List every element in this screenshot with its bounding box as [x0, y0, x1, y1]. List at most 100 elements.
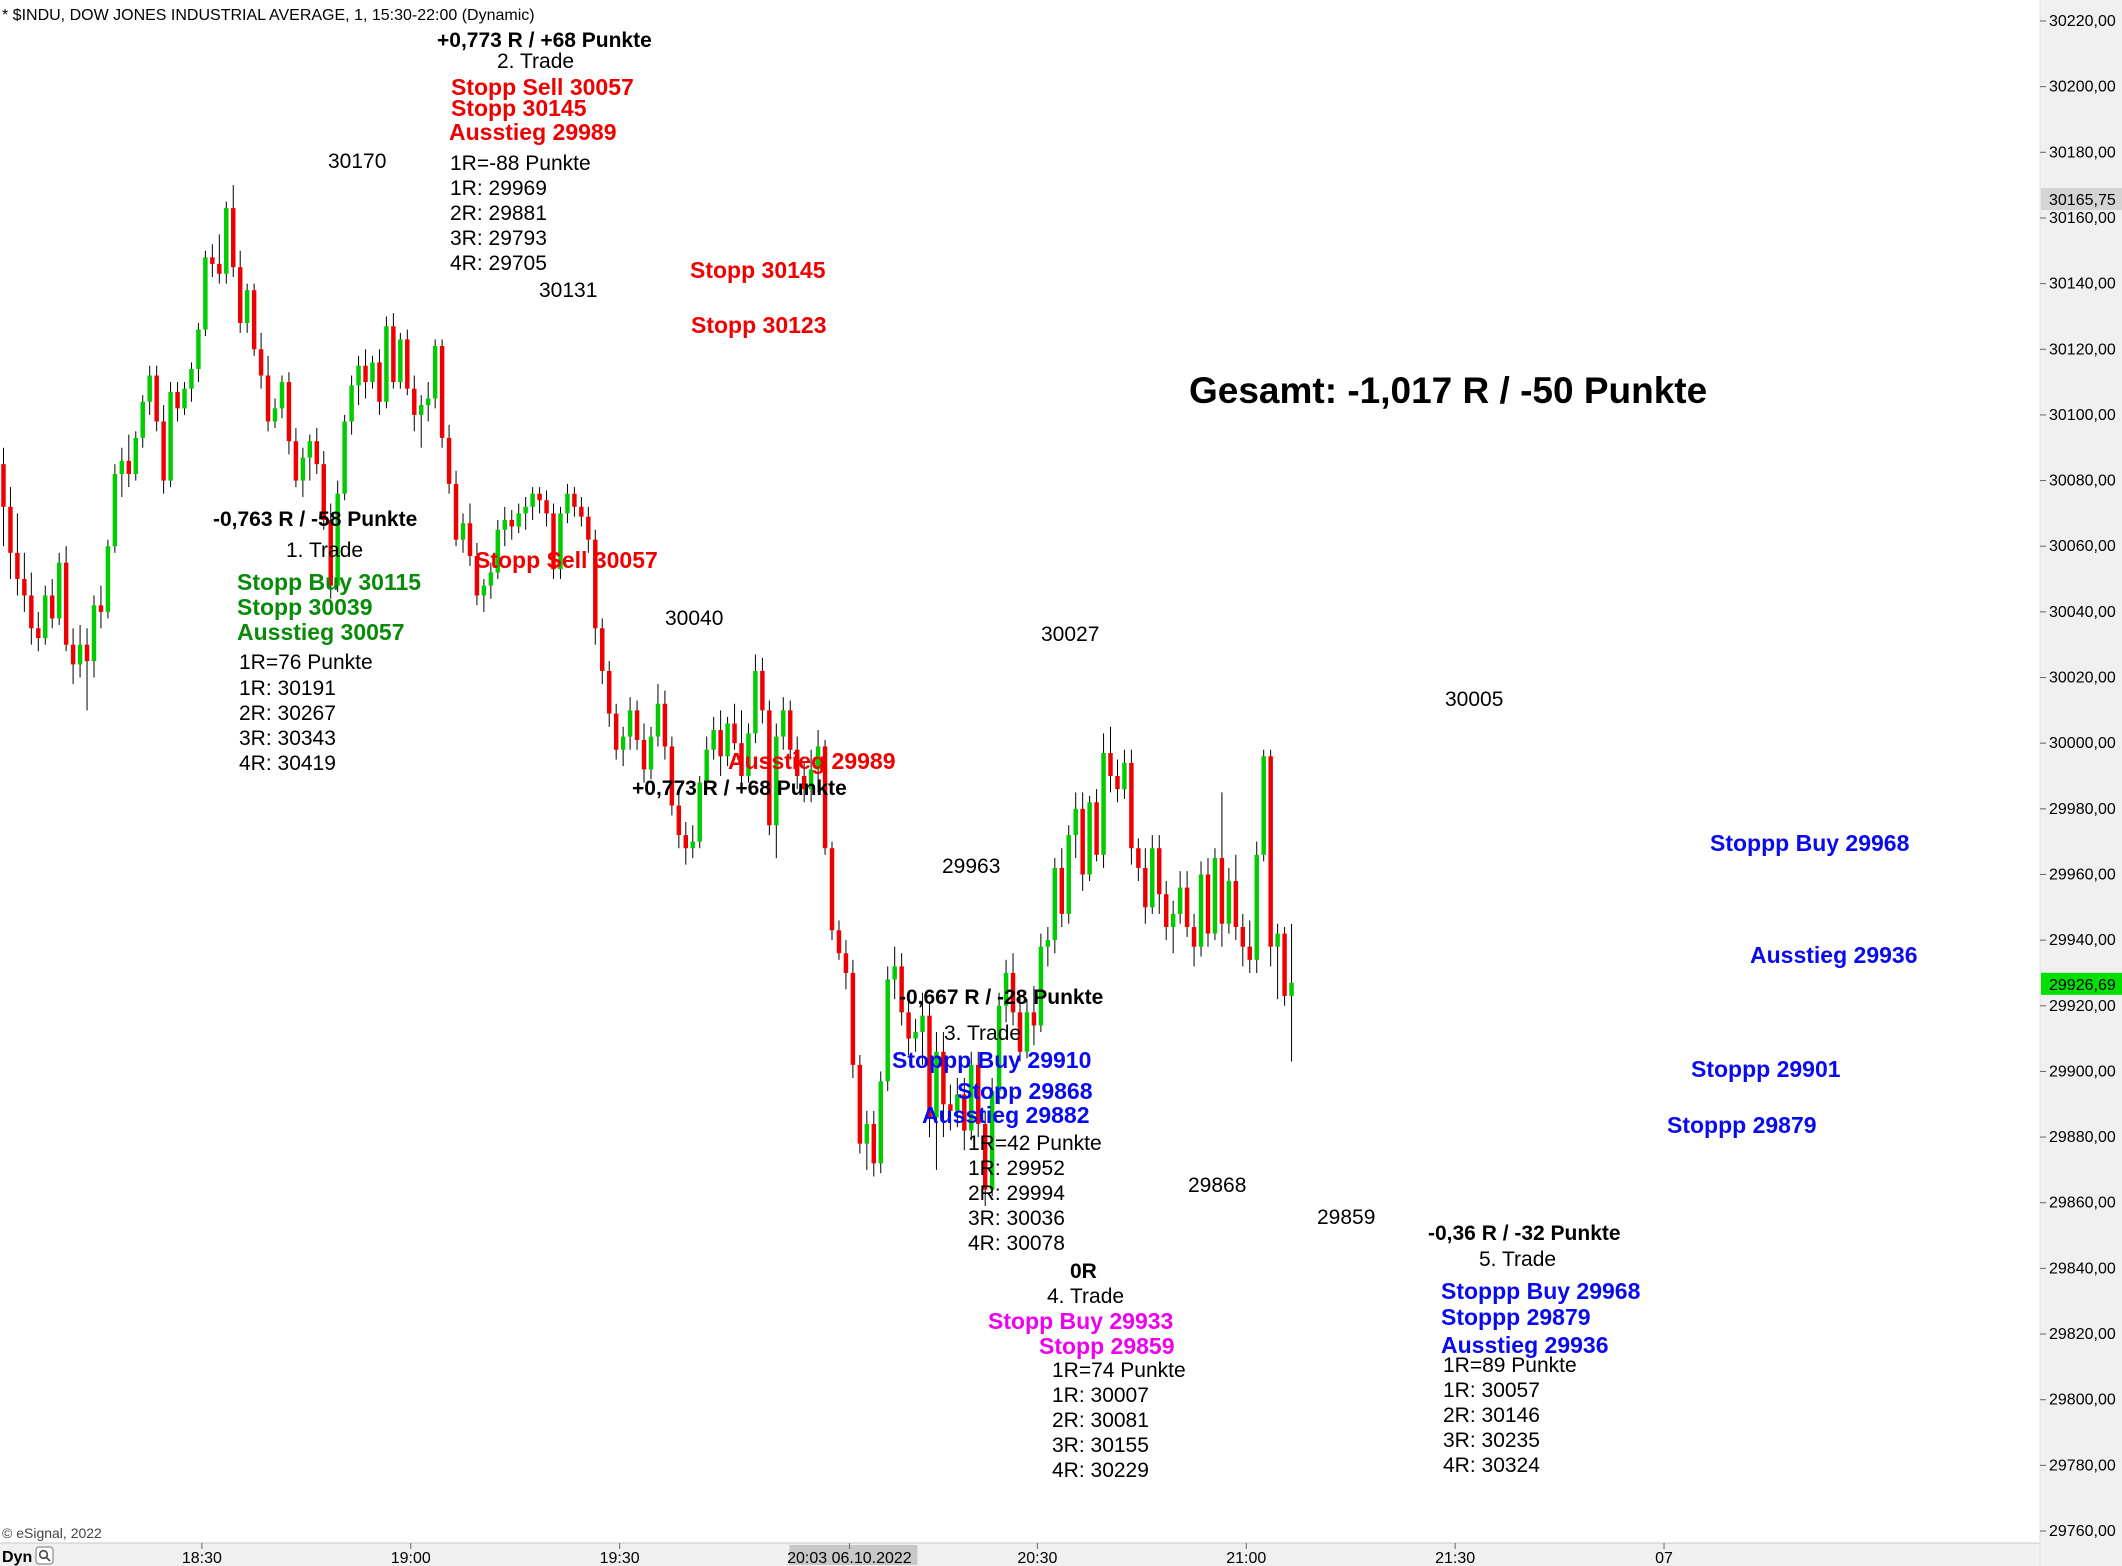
candle [1198, 861, 1204, 957]
candle-body [425, 398, 431, 406]
candle [70, 628, 76, 685]
candle [606, 661, 612, 727]
candle [495, 519, 501, 580]
candle-body [634, 710, 640, 740]
candle-body [321, 464, 326, 520]
chart-annotation: Ausstieg 29936 [1750, 941, 1918, 968]
candle-body [767, 710, 772, 826]
candle-body [962, 1094, 967, 1131]
chart-annotation: 30005 [1445, 687, 1504, 711]
candle-body [732, 723, 737, 744]
candle-body [119, 460, 125, 474]
candle [370, 355, 375, 389]
candle [1219, 792, 1225, 947]
magnifier-icon[interactable] [35, 1546, 54, 1565]
candle-body [669, 746, 675, 806]
candle [1122, 749, 1127, 799]
candle [864, 1110, 870, 1170]
candle [962, 1078, 967, 1151]
candle-body [63, 562, 69, 645]
candle-body [272, 408, 278, 422]
chart-annotation: Stoppp Buy 29968 [1441, 1277, 1641, 1304]
chart-annotation: Ausstieg 30057 [237, 618, 405, 645]
candle-body [690, 841, 695, 849]
x-cursor-label-bg [789, 1545, 918, 1565]
candle [293, 428, 299, 488]
candle-body [1191, 927, 1197, 947]
candle [203, 250, 208, 337]
y-tick-label: 30180,00 [2049, 144, 2116, 161]
candle-body [265, 375, 271, 422]
candle [63, 546, 69, 652]
candle-body [1184, 887, 1190, 927]
candle-body [335, 493, 340, 586]
candle [579, 496, 584, 527]
chart-annotation: 2. Trade [497, 49, 575, 73]
candle [913, 1018, 918, 1052]
y-tick-label: 29880,00 [2049, 1129, 2116, 1146]
dyn-label[interactable]: Dyn [2, 1549, 32, 1566]
candle [975, 1051, 981, 1138]
candle [829, 841, 835, 941]
candle [1038, 933, 1044, 1033]
candle [398, 332, 403, 389]
chart-annotation: 1. Trade [286, 538, 364, 562]
candle [788, 700, 793, 760]
price-marker-last-label: 29926,69 [2049, 977, 2116, 994]
candle-body [781, 710, 786, 737]
chart-annotation: Stopp 29868 [957, 1077, 1093, 1104]
candle [425, 382, 431, 422]
x-axis-panel[interactable] [0, 1543, 2040, 1566]
candle [84, 628, 90, 711]
candle-body [210, 257, 215, 264]
chart-annotation: 3. Trade [944, 1021, 1022, 1045]
x-tick-label: 07 [1655, 1550, 1673, 1566]
y-tick-label: 29860,00 [2049, 1195, 2116, 1212]
price-marker-top-label: 30165,75 [2049, 192, 2116, 209]
candle-body [1066, 835, 1071, 914]
candle-body [384, 326, 389, 402]
candle [481, 579, 487, 612]
candle [843, 940, 849, 990]
candle-body [753, 670, 758, 734]
candle-body [579, 506, 584, 517]
candle-body [969, 1064, 974, 1131]
candle-body [488, 572, 494, 586]
chart-annotation: 2R: 29881 [450, 201, 547, 225]
candle [1094, 789, 1099, 862]
y-axis-panel[interactable] [2040, 0, 2122, 1566]
candle-body [224, 208, 229, 274]
candle [196, 323, 201, 383]
price-marker-top: 30165,75 [2041, 188, 2122, 211]
candle-body [133, 437, 138, 474]
chart-annotation: Stopp Sell 30057 [475, 546, 658, 573]
candle-body [1073, 808, 1078, 836]
candle [251, 283, 257, 356]
candle-body [453, 483, 459, 540]
candle-body [70, 644, 76, 665]
candle [718, 710, 723, 776]
candle [175, 382, 180, 422]
candle [432, 339, 438, 409]
candle [892, 946, 897, 1000]
candle-body [1094, 802, 1099, 855]
candle [1170, 900, 1176, 954]
candle [1003, 959, 1009, 1023]
candle-body [217, 263, 222, 274]
chart-annotation: 1R: 29969 [450, 176, 547, 200]
candle-body [774, 736, 779, 826]
y-tick-label: 29840,00 [2049, 1260, 2116, 1277]
candle [739, 710, 744, 790]
candle-body [530, 493, 535, 507]
candle [224, 201, 229, 284]
candle [1066, 825, 1071, 924]
candle [36, 611, 41, 652]
chart-annotation: Ausstieg 29989 [449, 118, 617, 145]
candle-body [1289, 982, 1294, 996]
chart-annotation: 30170 [328, 149, 387, 173]
candle-body [815, 746, 821, 770]
candle-body [293, 441, 299, 481]
candle-body [168, 391, 173, 481]
candle [746, 723, 751, 783]
